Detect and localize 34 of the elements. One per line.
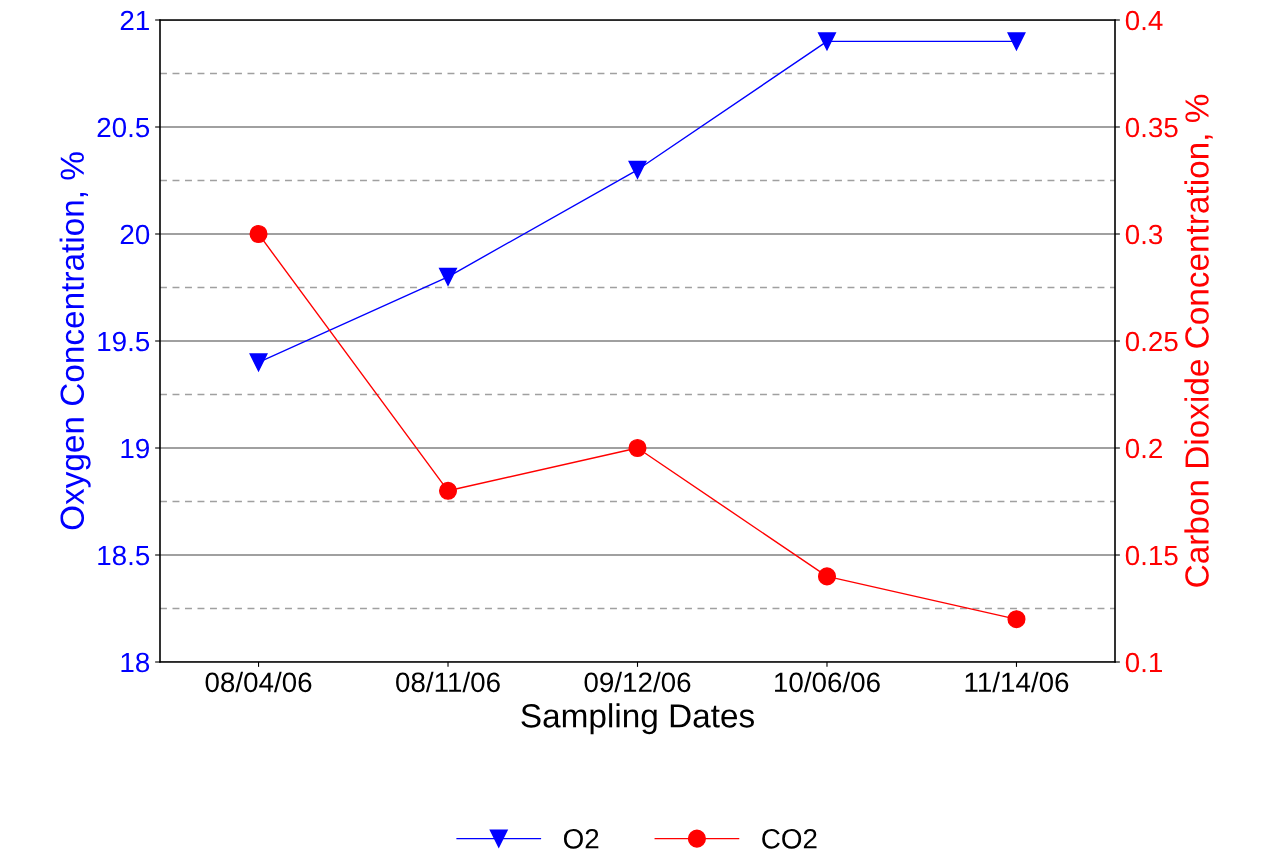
point — [817, 32, 837, 51]
y2-tick-label: 0.2 — [1125, 438, 1162, 459]
x-axis-title: Sampling Dates — [521, 703, 754, 735]
x-tick-label: 08/04/06 — [205, 671, 312, 693]
y-tick-label: 21 — [120, 10, 149, 31]
y2-axis-title: Carbon Dioxide Concentration, % — [1184, 94, 1213, 587]
legend-label: CO2 — [762, 828, 817, 849]
point — [249, 224, 268, 244]
point — [438, 481, 458, 500]
point — [1007, 610, 1026, 629]
y-tick-label: 19.5 — [98, 331, 150, 352]
y-tick-label: 20 — [120, 224, 150, 245]
point — [1007, 32, 1026, 51]
y2-tick-label: 0.15 — [1125, 545, 1178, 566]
legend-label: O2 — [563, 828, 599, 849]
y-tick-label: 18 — [121, 652, 150, 673]
y2-tick-label: 0.3 — [1125, 224, 1163, 245]
point — [628, 160, 647, 179]
y2-tick-label: 0.25 — [1125, 331, 1178, 352]
point — [438, 267, 458, 286]
x-tick-label: 08/11/06 — [396, 671, 500, 693]
x-tick-label: 10/06/06 — [775, 671, 880, 693]
y2-tick-label: 0.4 — [1125, 10, 1163, 31]
y-tick-label: 20.5 — [97, 117, 150, 138]
y-tick-label: 18.5 — [98, 545, 150, 566]
y2-tick-label: 0.1 — [1125, 652, 1162, 673]
y-axis-title: Oxygen Concentration, % — [59, 152, 91, 530]
point — [817, 567, 837, 586]
y2-tick-label: 0.35 — [1125, 117, 1178, 138]
y-tick-label: 19 — [121, 438, 149, 459]
x-tick-label: 11/14/06 — [965, 671, 1069, 693]
x-tick-label: 09/12/06 — [584, 671, 691, 693]
point — [628, 438, 647, 458]
point — [249, 353, 268, 372]
